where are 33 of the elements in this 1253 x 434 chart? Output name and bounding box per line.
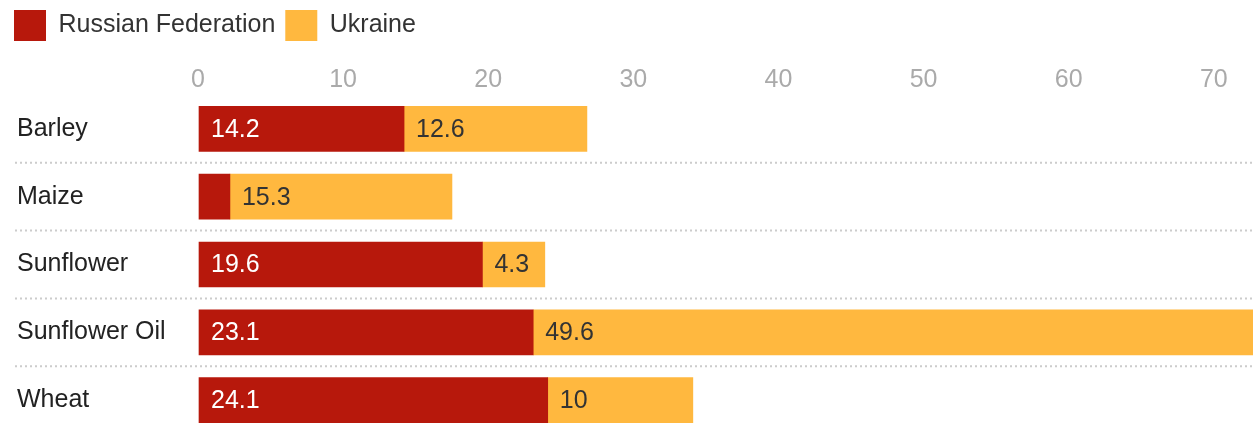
data-label: 23.1	[211, 317, 260, 346]
bar	[403, 106, 588, 152]
bar	[198, 241, 483, 288]
x-tick-label: 50	[909, 63, 938, 92]
x-tick-label: 60	[1054, 63, 1083, 92]
data-label: 24.1	[211, 384, 260, 413]
data-label: 4.3	[494, 249, 530, 278]
y-tick-label: Sunflower Oil	[17, 316, 166, 345]
bar	[532, 309, 1253, 356]
bar	[198, 309, 534, 356]
data-label: 19.6	[211, 249, 260, 278]
y-tick-label: Sunflower	[17, 248, 129, 277]
data-label: 14.2	[211, 113, 260, 142]
x-tick-label: 20	[474, 63, 503, 92]
bar	[198, 377, 549, 423]
x-tick-label: 30	[619, 63, 648, 92]
x-tick-label: 70	[1199, 63, 1228, 92]
legend-label: Ukraine	[329, 9, 416, 38]
x-tick-label: 10	[329, 63, 358, 92]
bar	[198, 106, 405, 152]
y-tick-label: Wheat	[17, 383, 90, 412]
data-label: 15.3	[241, 181, 291, 210]
x-tick-label: 0	[191, 63, 205, 92]
bar	[198, 173, 231, 220]
bar	[547, 377, 694, 423]
data-label: 10	[559, 384, 588, 413]
x-tick-label: 40	[764, 63, 793, 92]
y-tick-label: Barley	[17, 112, 89, 141]
data-label: 12.6	[416, 113, 465, 142]
data-label: 49.6	[545, 317, 594, 346]
bar	[229, 173, 453, 220]
y-tick-label: Maize	[17, 180, 84, 209]
legend-label: Russian Federation	[58, 9, 276, 38]
